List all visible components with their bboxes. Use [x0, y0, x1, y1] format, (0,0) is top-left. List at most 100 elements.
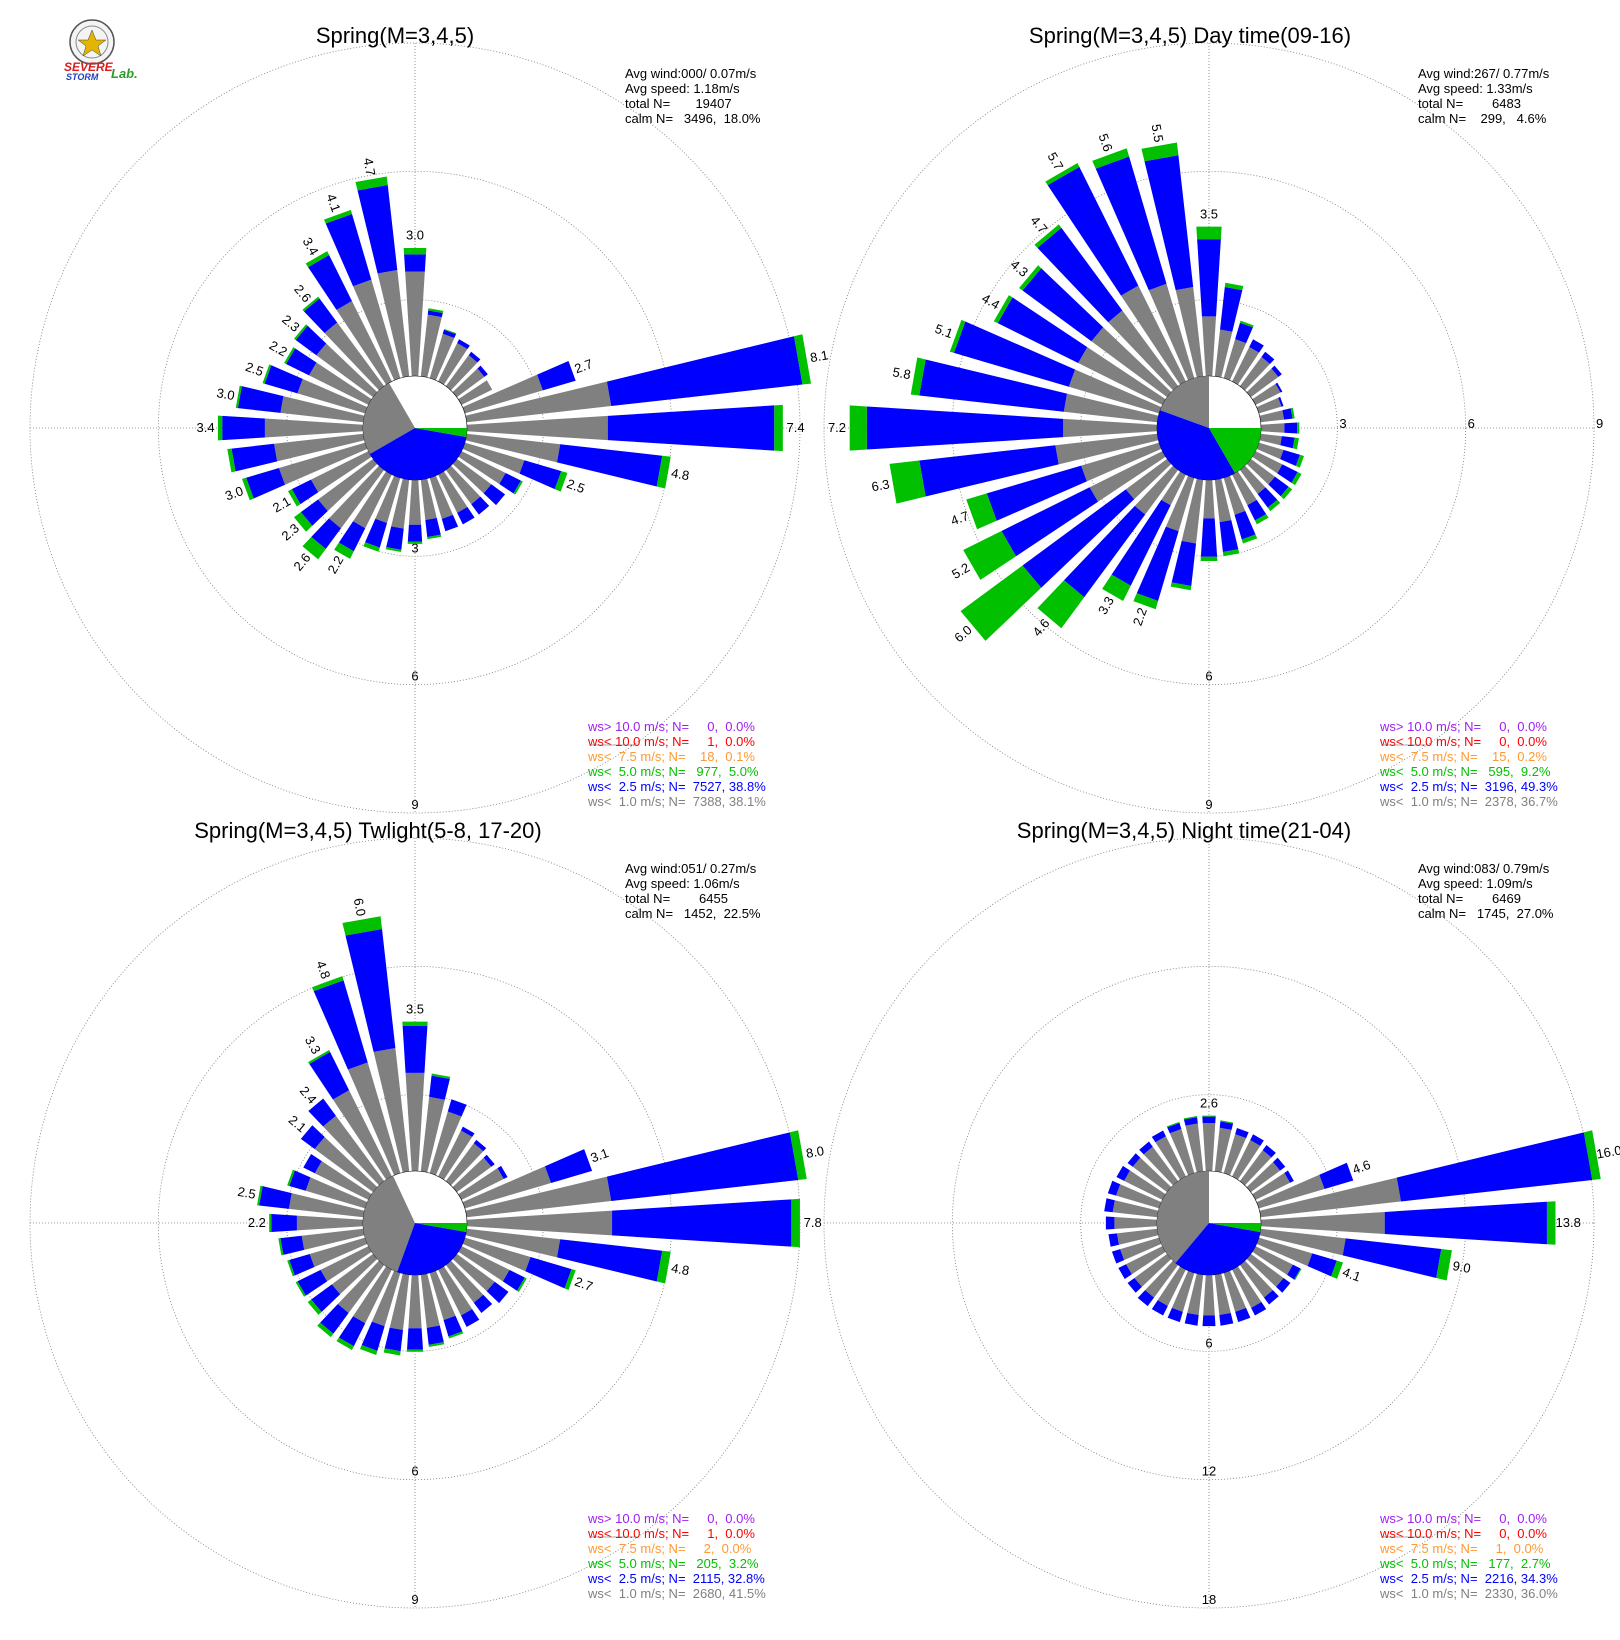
- bar-blue-segment: [1151, 1130, 1166, 1143]
- bar-blue-segment: [519, 460, 562, 490]
- bar-gray-segment: [458, 1168, 504, 1200]
- legend-entry: ws< 10.0 m/s; N= 0, 0.0%: [1379, 1526, 1547, 1541]
- bar-value-label: 4.3: [1008, 257, 1031, 280]
- stat-line: Avg wind:051/ 0.27m/s: [625, 861, 757, 876]
- bar-gray-segment: [420, 1096, 445, 1173]
- bar-blue-segment: [1282, 408, 1293, 420]
- bar-blue-segment: [1111, 499, 1171, 586]
- severe-storm-lab-logo: SEVERE STORM Lab.: [64, 19, 138, 82]
- bar-blue-segment: [607, 405, 775, 451]
- bar-gray-segment: [309, 362, 372, 405]
- bar-blue-segment: [427, 310, 443, 318]
- bar-blue-segment: [259, 1186, 292, 1209]
- bar-value-label: 7.8: [804, 1215, 822, 1230]
- bar-gray-segment: [336, 300, 392, 385]
- bar-blue-segment: [544, 1149, 593, 1183]
- bar-gray-segment: [462, 1166, 552, 1209]
- bar-green-segment: [302, 296, 320, 312]
- bar-green-segment: [1045, 163, 1080, 186]
- ring-label-south: 18: [1202, 1592, 1216, 1607]
- bar-blue-segment: [483, 1154, 495, 1167]
- bar-value-label: 2.6: [1200, 1095, 1218, 1110]
- bar-gray-segment: [429, 1111, 462, 1176]
- bar-gray-segment: [331, 1253, 378, 1295]
- bar-green-segment: [910, 357, 926, 396]
- bar-green-segment: [1019, 265, 1042, 291]
- bar-blue-segment: [1202, 1116, 1216, 1124]
- bar-blue-segment: [1022, 268, 1104, 342]
- bar-blue-segment: [384, 1327, 404, 1352]
- bar-gray-segment: [405, 271, 425, 377]
- bar-blue-segment: [1287, 1264, 1301, 1280]
- bar-blue-segment: [357, 185, 398, 274]
- legend-entry: ws< 5.0 m/s; N= 977, 5.0%: [587, 764, 759, 779]
- bar-blue-segment: [499, 472, 521, 494]
- bar-gray-segment: [1202, 1123, 1216, 1172]
- bar-value-label: 5.2: [949, 560, 972, 582]
- bar-green-segment: [407, 541, 423, 544]
- bar-blue-segment: [407, 524, 423, 542]
- bar-value-label: 5.6: [1096, 132, 1116, 154]
- bar-gray-segment: [375, 475, 401, 524]
- bar-gray-segment: [438, 471, 468, 513]
- bar-green-segment: [1037, 580, 1085, 629]
- legend-entry: ws< 1.0 m/s; N= 7388, 38.1%: [587, 794, 766, 809]
- bar-blue-segment: [483, 484, 506, 506]
- panel-title: Spring(M=3,4,5) Twlight(5-8, 17-20): [194, 818, 541, 843]
- ring-label-south: 6: [1205, 1335, 1212, 1350]
- bar-value-label: 2.6: [291, 282, 314, 305]
- bar-gray-segment: [1260, 1211, 1385, 1235]
- bar-value-label: 8.1: [809, 347, 829, 365]
- bar-green-segment: [355, 176, 388, 191]
- bar-blue-segment: [1235, 1307, 1251, 1323]
- bar-green-segment: [242, 477, 254, 501]
- bar-gray-segment: [297, 378, 368, 414]
- bar-green-segment: [302, 536, 326, 560]
- legend-entry: ws< 7.5 m/s; N= 2, 0.0%: [587, 1541, 752, 1556]
- bar-blue-segment: [291, 479, 319, 505]
- bar-gray-segment: [1091, 327, 1172, 398]
- bar-value-label: 9.0: [1451, 1258, 1471, 1276]
- bar-green-segment: [287, 1169, 295, 1186]
- bar-gray-segment: [1068, 369, 1162, 414]
- panel-title: Spring(M=3,4,5) Night time(21-04): [1017, 818, 1351, 843]
- bar-green-segment: [1170, 582, 1192, 591]
- bar-gray-segment: [1121, 285, 1186, 385]
- bar-blue-segment: [289, 1253, 315, 1276]
- bar-gray-segment: [377, 270, 410, 378]
- bar-green-segment: [262, 364, 272, 384]
- stat-line: Avg wind:000/ 0.07m/s: [625, 66, 757, 81]
- bar-gray-segment: [1214, 1273, 1231, 1316]
- bar-gray-segment: [1239, 1150, 1272, 1186]
- bar-green-segment: [789, 1130, 807, 1181]
- legend-entry: ws< 1.0 m/s; N= 2378, 36.7%: [1379, 794, 1558, 809]
- bar-blue-segment: [300, 499, 328, 526]
- legend-entry: ws> 10.0 m/s; N= 0, 0.0%: [1379, 1511, 1547, 1526]
- bar-green-segment: [287, 489, 301, 507]
- bar-gray-segment: [1185, 1123, 1204, 1173]
- bar-gray-segment: [408, 479, 422, 525]
- bar-green-segment: [791, 1198, 800, 1248]
- ring-label-east: 9: [1596, 416, 1603, 431]
- bar-gray-segment: [323, 1115, 385, 1186]
- bar-blue-segment: [486, 1281, 509, 1304]
- bar-value-label: 3.3: [302, 1033, 324, 1056]
- bar-value-label: 4.6: [1029, 616, 1052, 639]
- bar-gray-segment: [1246, 1253, 1284, 1287]
- bar-green-segment: [966, 493, 997, 530]
- bar-blue-segment: [1263, 1290, 1279, 1305]
- bar-gray-segment: [462, 442, 525, 474]
- bar-gray-segment: [1108, 310, 1179, 391]
- legend-entry: ws< 2.5 m/s; N= 2216, 34.3%: [1379, 1571, 1558, 1586]
- bar-blue-segment: [1047, 166, 1139, 296]
- bar-blue-segment: [426, 1325, 444, 1345]
- legend-entry: ws> 10.0 m/s; N= 0, 0.0%: [1379, 719, 1547, 734]
- bar-gray-segment: [462, 374, 543, 414]
- bar-green-segment: [1267, 499, 1281, 512]
- bar-blue-segment: [1271, 365, 1282, 377]
- bar-green-segment: [427, 534, 442, 540]
- bar-gray-segment: [1256, 1174, 1325, 1209]
- bar-value-label: 6.0: [351, 897, 369, 917]
- bar-blue-segment: [606, 336, 803, 406]
- bar-gray-segment: [314, 1161, 372, 1200]
